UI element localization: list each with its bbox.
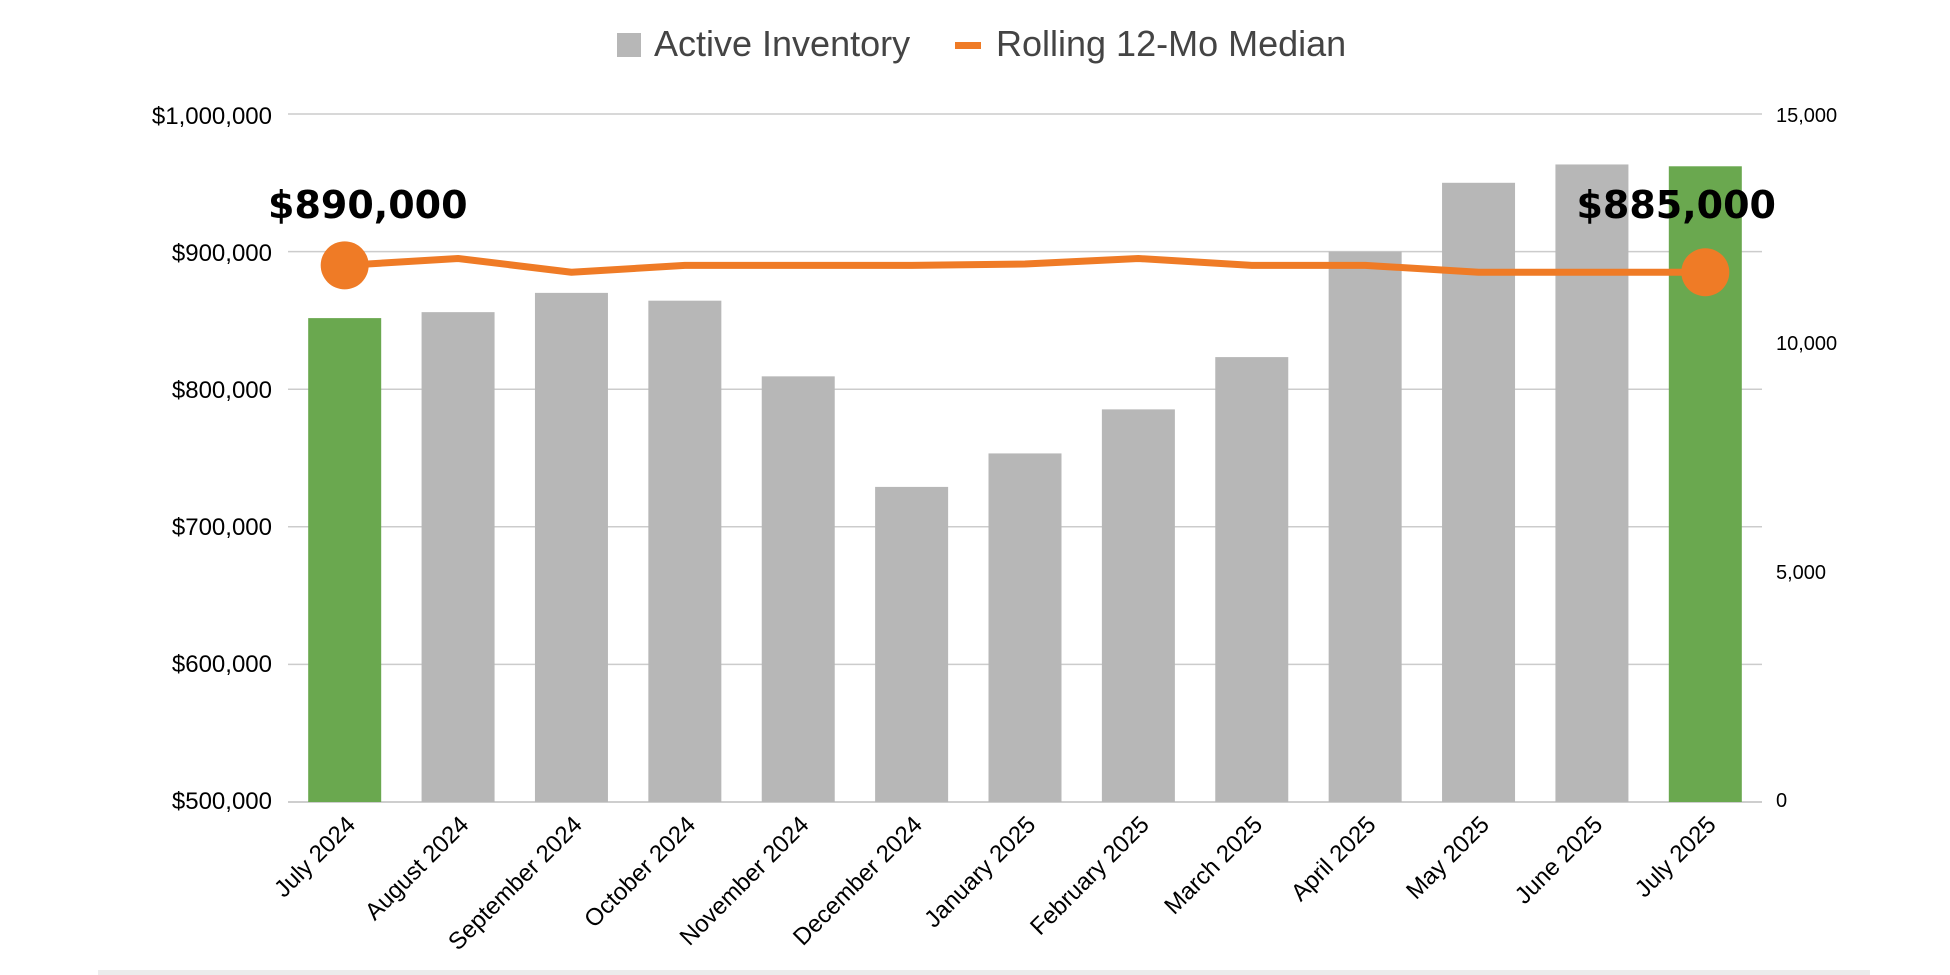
bar-june-2025 — [1555, 164, 1629, 802]
x-tick-label: October 2024 — [579, 811, 701, 933]
bar-december-2024 — [875, 486, 949, 802]
left-tick-label: $900,000 — [172, 240, 272, 267]
callout-first-median: $890,000 — [268, 183, 468, 227]
bar-january-2025 — [988, 453, 1062, 802]
x-tick-label: April 2025 — [1286, 811, 1382, 907]
bar-november-2024 — [761, 376, 835, 802]
legend-swatch-active-inventory — [617, 33, 641, 57]
left-tick-label: $800,000 — [172, 377, 272, 404]
line-series — [320, 241, 1730, 297]
x-tick-label: February 2025 — [1025, 811, 1154, 940]
bar-april-2025 — [1328, 251, 1402, 803]
right-axis: 15,000 10,000 5,000 0 — [1776, 105, 1837, 812]
x-tick-label: July 2025 — [1630, 811, 1722, 903]
bar-february-2025 — [1101, 409, 1175, 802]
legend-swatch-rolling-median — [955, 42, 981, 49]
bar-series — [308, 164, 1742, 803]
legend-label-rolling-median: Rolling 12-Mo Median — [996, 23, 1346, 64]
median-marker-1 — [1681, 248, 1730, 297]
right-tick-label: 15,000 — [1776, 105, 1837, 127]
bar-july-2024 — [308, 318, 382, 802]
right-tick-label: 0 — [1776, 790, 1787, 812]
x-tick-label: March 2025 — [1159, 811, 1268, 920]
left-tick-label: $600,000 — [172, 651, 272, 678]
legend: Active Inventory Rolling 12-Mo Median — [617, 23, 1346, 64]
x-tick-label: May 2025 — [1401, 811, 1495, 905]
bar-september-2024 — [534, 292, 608, 802]
x-tick-label: July 2024 — [269, 811, 361, 903]
callout-last-median: $885,000 — [1576, 183, 1776, 227]
callouts: $890,000 $885,000 — [268, 183, 1776, 227]
bar-may-2025 — [1442, 182, 1516, 803]
median-line — [341, 254, 1709, 276]
x-tick-label: January 2025 — [919, 811, 1041, 933]
bar-august-2024 — [421, 312, 495, 802]
bar-october-2024 — [648, 300, 722, 802]
left-tick-label: $1,000,000 — [152, 103, 272, 130]
left-tick-label: $500,000 — [172, 788, 272, 815]
x-tick-label: August 2024 — [360, 811, 474, 925]
bottom-divider — [98, 970, 1870, 975]
left-axis: $1,000,000 $900,000 $800,000 $700,000 $6… — [152, 103, 272, 815]
bar-march-2025 — [1215, 357, 1289, 802]
left-tick-label: $700,000 — [172, 514, 272, 541]
x-tick-label: June 2025 — [1510, 811, 1608, 909]
legend-label-active-inventory: Active Inventory — [654, 23, 910, 64]
right-tick-label: 5,000 — [1776, 562, 1826, 584]
right-tick-label: 10,000 — [1776, 333, 1837, 355]
median-marker-0 — [320, 241, 369, 290]
